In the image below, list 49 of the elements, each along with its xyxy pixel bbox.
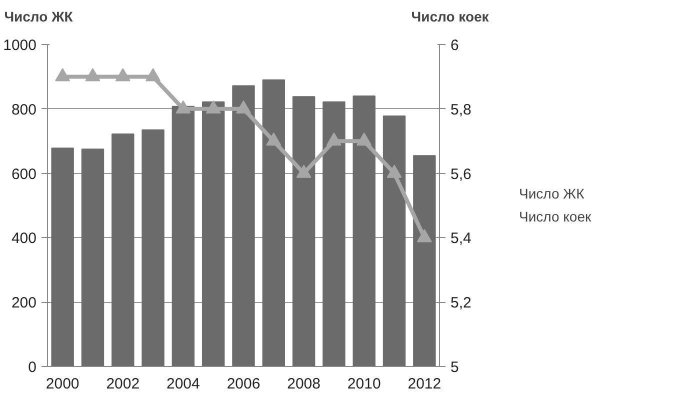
bar [172,106,195,366]
point [176,100,191,114]
bar [262,79,286,366]
bar [352,96,376,366]
x-tick-label: 2004 [166,376,200,392]
y-tick-label: 600 [11,166,37,183]
point [55,68,70,82]
y-tick-label: 400 [11,230,37,248]
y2-tick-label: 6 [450,37,459,54]
y2-tick-label: 5,4 [450,230,472,248]
y-tick-label: 200 [11,294,37,312]
x-tick-label: 2010 [347,376,381,392]
bar [413,155,436,366]
point [356,132,372,146]
y-tick-label: 1000 [3,37,37,54]
y-axis-title: Число ЖК [4,8,74,24]
y2-tick-label: 5,2 [450,294,472,312]
bar [112,134,134,366]
x-tick-label: 2002 [106,376,140,392]
point [266,132,282,146]
y2-tick-label: 5,6 [450,166,472,183]
point [146,68,161,82]
bar [322,101,346,366]
bar [142,129,164,366]
point [206,100,221,114]
bar [232,85,255,366]
y-tick-label: 800 [11,101,37,118]
point [115,68,130,82]
point [326,132,342,146]
point [386,164,402,178]
point [296,164,312,178]
bar [81,148,104,366]
point [85,68,100,82]
bar [292,96,316,366]
point [236,100,251,114]
y2-tick-label: 5,8 [450,101,472,118]
text: Число ЖК [519,186,584,202]
x-tick-label: 2006 [226,376,260,392]
text: Число коек [519,208,592,224]
bar [382,115,406,366]
bar [202,101,225,366]
y2-axis-title: Число коек [411,8,490,24]
y2-tick-label: 5 [450,359,459,376]
point [416,229,432,242]
y-tick-label: 0 [28,359,36,376]
x-tick-label: 2012 [408,376,442,392]
bar [51,148,74,366]
x-tick-label: 2008 [287,376,320,392]
x-tick-label: 2000 [46,376,80,392]
